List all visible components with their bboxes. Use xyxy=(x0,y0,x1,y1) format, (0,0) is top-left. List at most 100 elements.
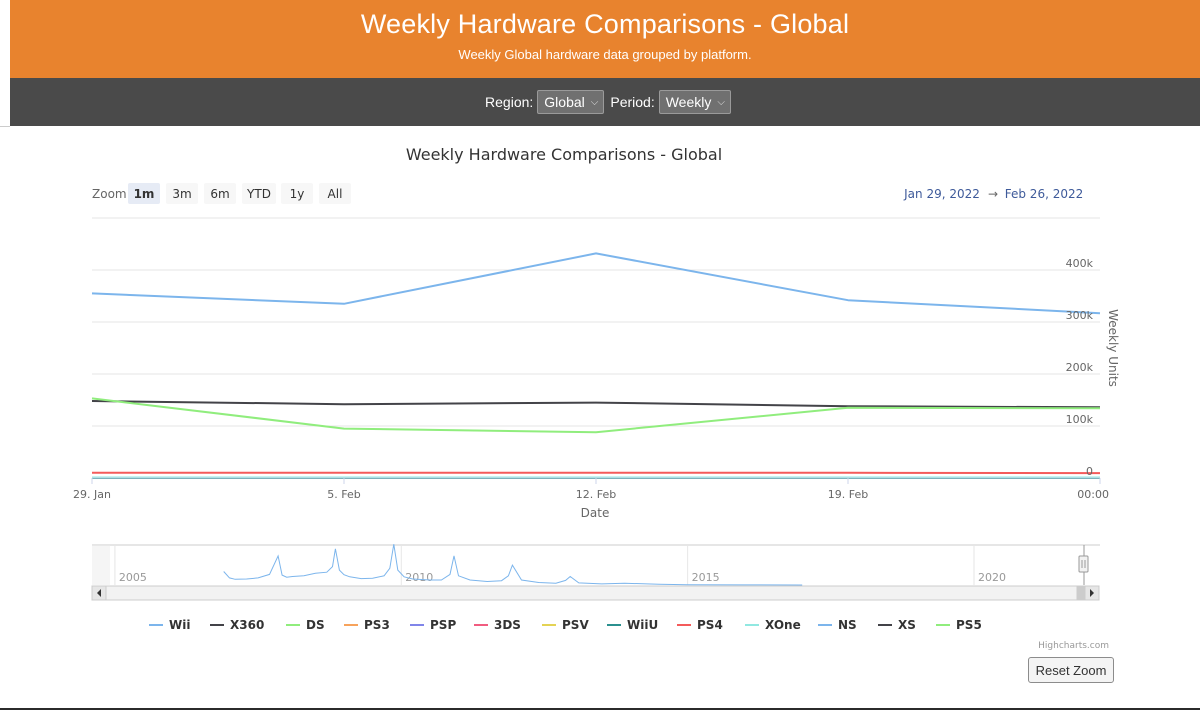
legend-item-ps4[interactable]: PS4 xyxy=(677,618,723,632)
legend-label: X360 xyxy=(230,618,264,632)
date-range-display: Jan 29, 2022 → Feb 26, 2022 xyxy=(903,187,1083,201)
legend-label: Wii xyxy=(169,618,190,632)
legend-label: PS5 xyxy=(956,618,982,632)
period-select-value: Weekly xyxy=(665,94,712,110)
reset-zoom-button[interactable]: Reset Zoom xyxy=(1028,657,1114,683)
navigator-handle[interactable] xyxy=(1078,555,1089,573)
navigator-scrollbar[interactable] xyxy=(91,585,1100,601)
chart-area: Weekly Hardware Comparisons - Global Zoo… xyxy=(73,145,1120,651)
grid-lines xyxy=(92,217,1100,479)
region-label: Region: xyxy=(485,94,534,110)
zoom-button-3m[interactable]: 3m xyxy=(166,183,198,204)
y-axis-title: Weekly Units xyxy=(1106,309,1120,387)
header-banner: Weekly Hardware Comparisons - Global Wee… xyxy=(10,0,1200,78)
range-from-date[interactable]: Jan 29, 2022 xyxy=(903,187,980,201)
x-tick-label: 29. Jan xyxy=(73,488,111,501)
x-tick-label: 12. Feb xyxy=(576,488,616,501)
navigator-series-line xyxy=(223,544,803,586)
y-tick-label: 300k xyxy=(1066,309,1094,322)
region-select[interactable]: Global ⌵ xyxy=(537,90,605,114)
zoom-button-bg xyxy=(204,183,236,204)
legend-item-wii[interactable]: Wii xyxy=(149,618,190,632)
legend-item-xone[interactable]: XOne xyxy=(745,618,801,632)
zoom-button-label: 1y xyxy=(290,187,305,201)
x-axis: 29. Jan 5. Feb 12. Feb 19. Feb 00:00 xyxy=(73,477,1109,501)
legend-item-ds[interactable]: DS xyxy=(286,618,325,632)
zoom-button-label: All xyxy=(328,187,343,201)
zoom-button-label: 6m xyxy=(210,187,229,201)
legend-item-x360[interactable]: X360 xyxy=(210,618,264,632)
navigator-mask-left xyxy=(92,545,110,585)
legend-label: PSV xyxy=(562,618,589,632)
arrow-right-icon xyxy=(1090,589,1094,597)
zoom-button-bg xyxy=(128,183,160,204)
divider xyxy=(0,126,10,127)
range-to-date[interactable]: Feb 26, 2022 xyxy=(1005,187,1084,201)
series-line-xs[interactable] xyxy=(91,400,1101,409)
navigator-ticks: 2005 2010 2015 2020 xyxy=(114,546,1006,585)
zoom-button-label: 3m xyxy=(172,187,191,201)
zoom-button-label: YTD xyxy=(246,187,271,201)
legend-item-wiiu[interactable]: WiiU xyxy=(607,618,658,632)
zoom-button-ytd[interactable]: YTD xyxy=(242,183,276,204)
zoom-label: Zoom xyxy=(92,187,127,201)
y-axis: 0 100k 200k 300k 400k xyxy=(1066,257,1094,478)
legend-item-ps3[interactable]: PS3 xyxy=(344,618,390,632)
zoom-button-6m[interactable]: 6m xyxy=(204,183,236,204)
zoom-button-1y[interactable]: 1y xyxy=(281,183,313,204)
legend-item-ps5[interactable]: PS5 xyxy=(936,618,982,632)
legend-label: NS xyxy=(838,618,857,632)
zoom-button-label: 1m xyxy=(134,187,155,201)
legend-item-3ds[interactable]: 3DS xyxy=(474,618,521,632)
chevron-down-icon: ⌵ xyxy=(590,96,599,108)
credits-link[interactable]: Highcharts.com xyxy=(1038,641,1109,651)
legend-item-psv[interactable]: PSV xyxy=(542,618,589,632)
legend-label: XS xyxy=(898,618,916,632)
navigator-tick-label: 2020 xyxy=(978,571,1006,584)
legend-label: PSP xyxy=(430,618,456,632)
x-tick-label: 19. Feb xyxy=(828,488,868,501)
filter-bar: Region: Global ⌵ Period: Weekly ⌵ xyxy=(10,78,1200,126)
legend: Wii X360 DS PS3 PSP 3DS PSV WiiU PS4 XOne NS XS PS5 xyxy=(149,618,982,632)
period-select[interactable]: Weekly ⌵ xyxy=(658,90,731,114)
x-tick-label: 00:00 xyxy=(1077,488,1109,501)
legend-label: DS xyxy=(306,618,325,632)
chevron-down-icon: ⌵ xyxy=(717,96,725,108)
legend-item-psp[interactable]: PSP xyxy=(410,618,456,632)
navigator-tick-label: 2005 xyxy=(119,571,147,584)
range-arrow: → xyxy=(988,187,998,201)
period-label: Period: xyxy=(610,94,655,110)
series-line-ps5[interactable] xyxy=(91,397,1101,434)
legend-item-ns[interactable]: NS xyxy=(818,618,857,632)
legend-label: PS4 xyxy=(697,618,723,632)
chart-title: Weekly Hardware Comparisons - Global xyxy=(406,145,722,164)
navigator-tick-label: 2015 xyxy=(692,571,720,584)
range-selector: Zoom 1m 3m 6m YTD 1y All Jan 29, 2022 → Feb 2… xyxy=(92,183,1083,204)
y-tick-label: 100k xyxy=(1066,413,1094,426)
zoom-button-all[interactable]: All xyxy=(319,183,351,204)
scrollbar-track[interactable] xyxy=(91,585,1099,601)
y-tick-label: 400k xyxy=(1066,257,1094,270)
navigator[interactable]: 2005 2010 2015 2020 xyxy=(92,544,1100,586)
page-title: Weekly Hardware Comparisons - Global xyxy=(360,9,850,39)
zoom-button-1m[interactable]: 1m xyxy=(128,183,160,204)
legend-label: PS3 xyxy=(364,618,390,632)
region-select-value: Global xyxy=(544,94,585,110)
y-tick-label: 200k xyxy=(1066,361,1094,374)
arrow-left-icon xyxy=(97,589,101,597)
zoom-button-bg xyxy=(281,183,313,204)
legend-item-xs[interactable]: XS xyxy=(878,618,916,632)
series-line-ns[interactable] xyxy=(91,252,1101,315)
scrollbar-thumb[interactable] xyxy=(1076,585,1086,601)
y-tick-label: 0 xyxy=(1086,465,1093,478)
page-subtitle: Weekly Global hardware data grouped by p… xyxy=(458,47,752,62)
divider xyxy=(0,708,1200,710)
navigator-tick-label: 2010 xyxy=(405,571,433,584)
legend-label: WiiU xyxy=(627,618,658,632)
zoom-button-bg xyxy=(319,183,351,204)
x-tick-label: 5. Feb xyxy=(327,488,360,501)
series-lines xyxy=(91,252,1101,479)
legend-label: 3DS xyxy=(494,618,521,632)
zoom-button-bg xyxy=(242,183,276,204)
